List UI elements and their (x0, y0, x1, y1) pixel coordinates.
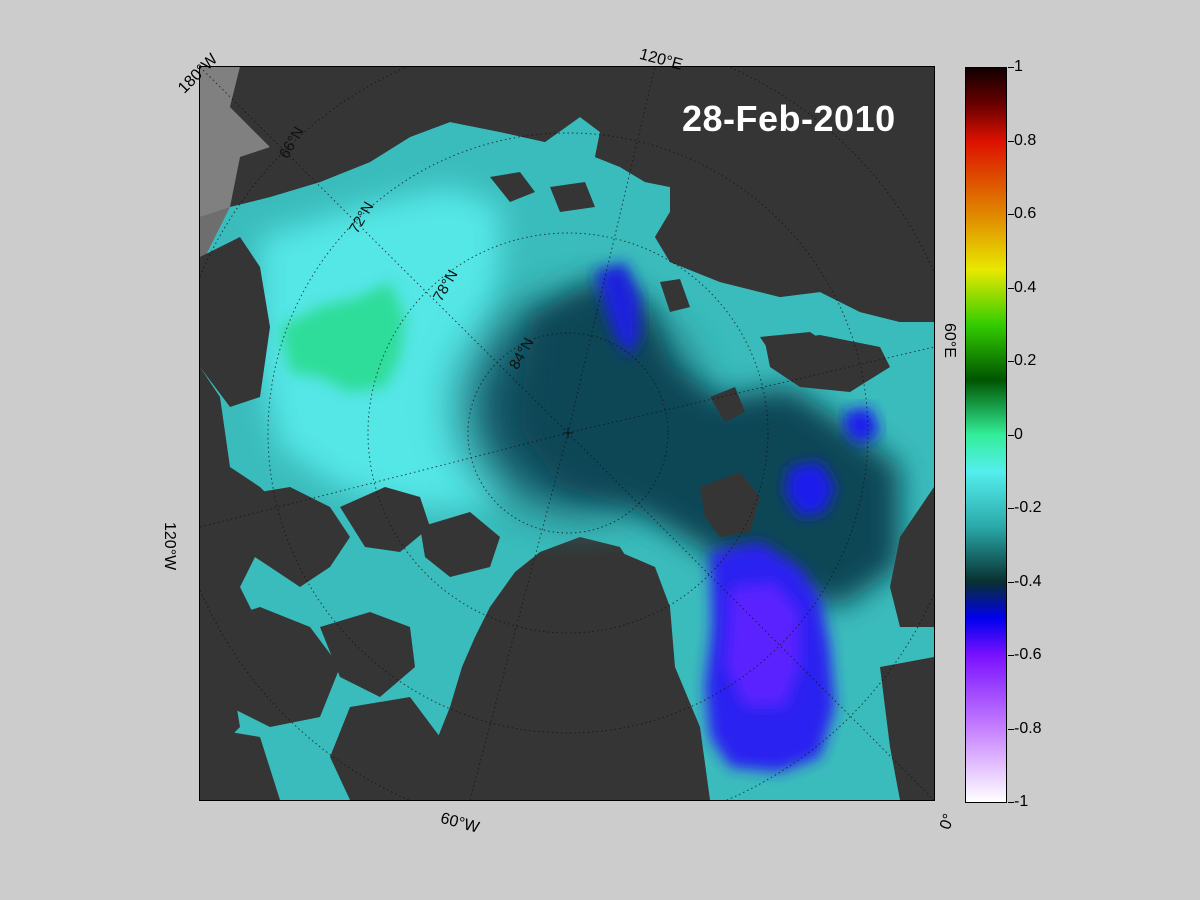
longitude-label-60e: 60°E (941, 323, 958, 358)
colorbar-tick-label: 0.2 (1014, 352, 1037, 369)
colorbar-tick-label: 0.6 (1014, 205, 1037, 222)
land-siberia (450, 67, 934, 322)
colorbar-tick-label: -1 (1014, 793, 1029, 810)
land-archipelago (320, 612, 415, 697)
pole-marker (563, 428, 573, 438)
colorbar-tick (1008, 728, 1014, 730)
colorbar-tick (1008, 140, 1014, 142)
land-greenland (470, 552, 710, 800)
polar-map[interactable] (199, 66, 935, 801)
land-islands-top (490, 172, 535, 202)
colorbar-tick (1008, 361, 1014, 362)
colorbar-tick (1008, 434, 1014, 436)
anomaly-region-blue (845, 407, 880, 445)
anomaly-region-dark (520, 277, 900, 607)
longitude-label-120w: 120°W (161, 522, 178, 571)
date-stamp: 28-Feb-2010 (682, 98, 896, 139)
colorbar-tick (1008, 214, 1014, 215)
land-novaya-zemlya (765, 335, 890, 392)
land-islands-top (550, 182, 595, 212)
land-alaska-west (200, 237, 270, 407)
colorbar-tick-label: 0 (1014, 425, 1023, 443)
longitude-label-0: 0° (937, 811, 959, 832)
land-archipelago (200, 607, 340, 727)
colorbar-tick-label: -0.4 (1014, 572, 1042, 590)
anomaly-region-violet-core (725, 582, 800, 707)
anomaly-region-blue (595, 262, 640, 357)
longitude-label-60w: 60°W (438, 810, 481, 837)
land-severnaya (710, 387, 745, 422)
land-archipelago (230, 487, 350, 587)
land-archipelago (340, 487, 430, 552)
anomaly-region-green (280, 282, 405, 392)
colorbar-tick (1008, 67, 1014, 68)
colorbar-tick (1008, 508, 1014, 509)
land-islands-top (660, 279, 690, 312)
land-scandinavia (880, 657, 934, 800)
colorbar-tick-label: 1 (1014, 58, 1023, 75)
colorbar-tick (1008, 655, 1014, 656)
land-scandinavia (890, 487, 934, 627)
colorbar-tick (1008, 802, 1014, 803)
colorbar-tick-label: -0.2 (1014, 499, 1042, 516)
polar-map-svg (200, 67, 934, 800)
colorbar-tick-label: 0.4 (1014, 278, 1037, 296)
colorbar-tick-label: 0.8 (1014, 131, 1037, 149)
colorbar (965, 67, 1007, 803)
colorbar-tick (1008, 287, 1014, 289)
anomaly-region-blue (785, 462, 835, 517)
graticule (200, 67, 934, 800)
land-svalbard (700, 472, 760, 537)
colorbar-tick-label: -0.6 (1014, 646, 1042, 663)
land-archipelago (330, 697, 440, 800)
colorbar-tick (1008, 581, 1014, 583)
land-alaska (230, 67, 450, 207)
colorbar-tick-label: -0.8 (1014, 719, 1042, 737)
land-archipelago (420, 512, 500, 577)
land-archipelago (200, 727, 280, 800)
